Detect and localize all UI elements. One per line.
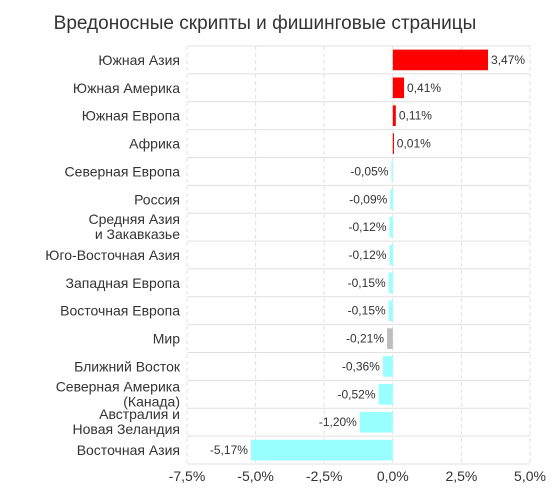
x-tick-label-2: -2,5% [306,468,343,484]
category-label-0: Южная Азия [98,52,180,68]
value-label-5: -0,09% [349,192,387,206]
value-label-13: -1,20% [319,415,357,429]
bars [250,49,489,461]
category-label-13: Австралия и Новая Зеландия [73,406,180,437]
value-label-2: 0,11% [399,109,432,123]
bar-12 [378,384,393,405]
bar-2 [392,105,396,126]
category-label-10: Мир [153,331,180,347]
value-label-4: -0,05% [350,164,388,178]
value-label-6: -0,12% [348,220,386,234]
value-label-9: -0,15% [348,304,386,318]
x-tick-label-1: -5,0% [237,468,274,484]
bar-0 [392,49,489,71]
category-label-8: Западная Европа [66,275,181,291]
bar-10 [387,328,393,349]
x-tick-label-0: -7,5% [169,468,206,484]
category-label-6: Средняя Азия и Закавказье [89,211,181,242]
category-label-7: Юго-Восточная Азия [45,247,180,263]
bar-7 [389,244,393,266]
category-labels: Южная Азия Южная Америка Южная Европа Африк… [45,52,181,458]
x-axis-ticks: -7,5% -5,0% -2,5% 0,0% 2,5% 5,0% [169,468,546,484]
bar-4 [391,161,393,182]
bar-3 [392,133,394,154]
value-label-0: 3,47% [491,53,525,67]
bar-13 [359,411,393,433]
category-label-12: Северная Америка (Канада) [56,378,181,409]
category-label-4: Северная Европа [65,163,181,179]
value-label-8: -0,15% [348,276,386,290]
bar-6 [389,216,393,238]
value-label-7: -0,12% [348,248,386,262]
bar-5 [390,188,393,210]
x-tick-label-4: 2,5% [445,468,477,484]
category-label-14: Восточная Азия [77,442,180,458]
chart-title: Вредоносные скрипты и фишинговые страниц… [54,13,477,34]
bar-9 [388,300,393,322]
value-label-3: 0,01% [397,137,431,151]
value-label-11: -0,36% [342,359,380,373]
category-label-11: Ближний Восток [74,358,181,374]
value-label-1: 0,41% [407,81,441,95]
category-label-1: Южная Америка [73,80,180,96]
value-labels: 3,47% 0,41% 0,11% 0,01% -0,05% -0,09% -0,12% -0… [210,53,525,457]
category-label-3: Африка [129,136,180,152]
bar-1 [392,77,405,99]
value-label-10: -0,21% [346,332,384,346]
category-label-2: Южная Европа [82,108,180,124]
x-tick-label-3: 0,0% [377,468,409,484]
category-label-5: Россия [134,191,180,207]
value-label-12: -0,52% [337,387,375,401]
bar-8 [388,272,393,294]
value-label-14: -5,17% [210,443,248,457]
bar-14 [250,439,393,461]
category-label-9: Восточная Европа [60,303,180,319]
grid-lines [186,45,531,465]
x-tick-label-5: 5,0% [514,468,546,484]
bar-11 [382,356,393,377]
